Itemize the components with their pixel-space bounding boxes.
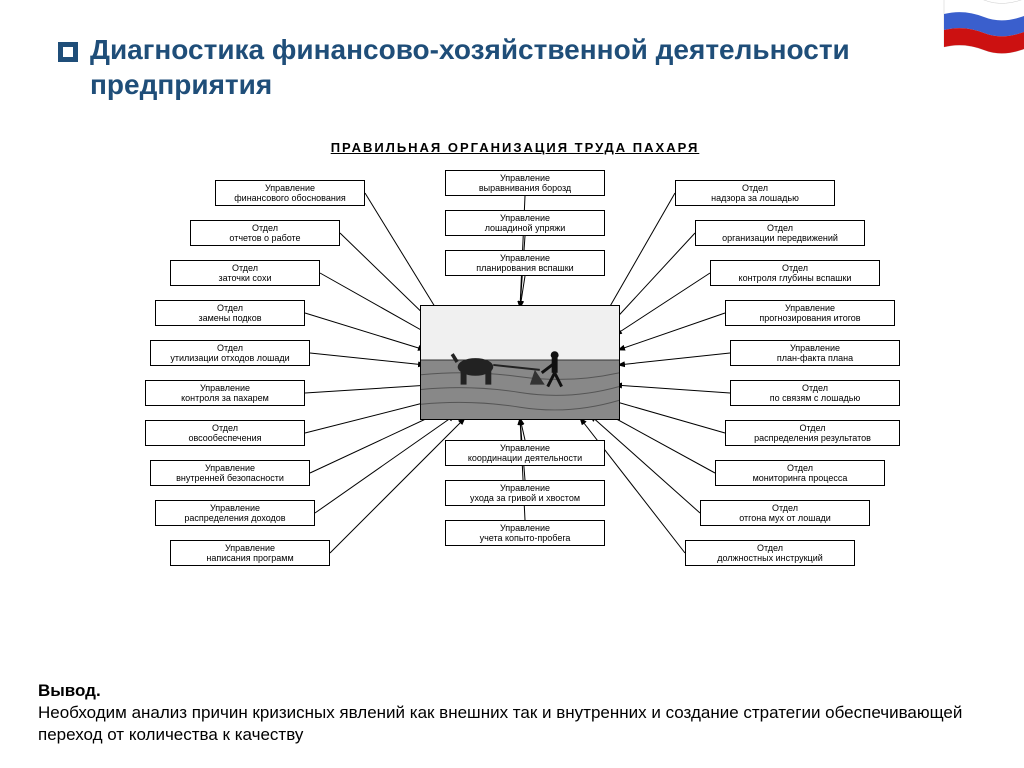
dept-box: Управление лошадиной упряжи [445, 210, 605, 236]
dept-box: Отдел овсообеспечения [145, 420, 305, 446]
dept-box: Отдел заточки сохи [170, 260, 320, 286]
slide-title: Диагностика финансово-хозяйственной деят… [90, 32, 1024, 102]
dept-box: Отдел отгона мух от лошади [700, 500, 870, 526]
dept-box: Управление распределения доходов [155, 500, 315, 526]
slide: Диагностика финансово-хозяйственной деят… [0, 0, 1024, 768]
dept-box: Управление контроля за пахарем [145, 380, 305, 406]
dept-box: Отдел распределения результатов [725, 420, 900, 446]
dept-box: Управление написания программ [170, 540, 330, 566]
dept-box: Отдел отчетов о работе [190, 220, 340, 246]
dept-box: Управление финансового обоснования [215, 180, 365, 206]
dept-box: Управление ухода за гривой и хвостом [445, 480, 605, 506]
dept-box: Управление координации деятельности [445, 440, 605, 466]
dept-box: Отдел утилизации отходов лошади [150, 340, 310, 366]
center-illustration [420, 305, 620, 420]
dept-box: Управление выравнивания борозд [445, 170, 605, 196]
dept-box: Управление прогнозирования итогов [725, 300, 895, 326]
conclusion-label: Вывод. [38, 681, 101, 700]
dept-box: Отдел замены подков [155, 300, 305, 326]
dept-box: Отдел мониторинга процесса [715, 460, 885, 486]
dept-box: Управление планирования вспашки [445, 250, 605, 276]
diagram-heading: ПРАВИЛЬНАЯ ОРГАНИЗАЦИЯ ТРУДА ПАХАРЯ [331, 140, 700, 155]
dept-box: Управление внутренней безопасности [150, 460, 310, 486]
diagram-container: ПРАВИЛЬНАЯ ОРГАНИЗАЦИЯ ТРУДА ПАХАРЯ [100, 140, 930, 680]
conclusion-text: Необходим анализ причин кризисных явлени… [38, 703, 962, 744]
dept-box: Отдел надзора за лошадью [675, 180, 835, 206]
dept-box: Отдел по связям с лошадью [730, 380, 900, 406]
dept-box: Управление план-факта плана [730, 340, 900, 366]
conclusion: Вывод. Необходим анализ причин кризисных… [38, 680, 994, 746]
dept-box: Управление учета копыто-пробега [445, 520, 605, 546]
dept-box: Отдел должностных инструкций [685, 540, 855, 566]
dept-box: Отдел контроля глубины вспашки [710, 260, 880, 286]
dept-box: Отдел организации передвижений [695, 220, 865, 246]
title-bullet-icon [58, 42, 78, 62]
